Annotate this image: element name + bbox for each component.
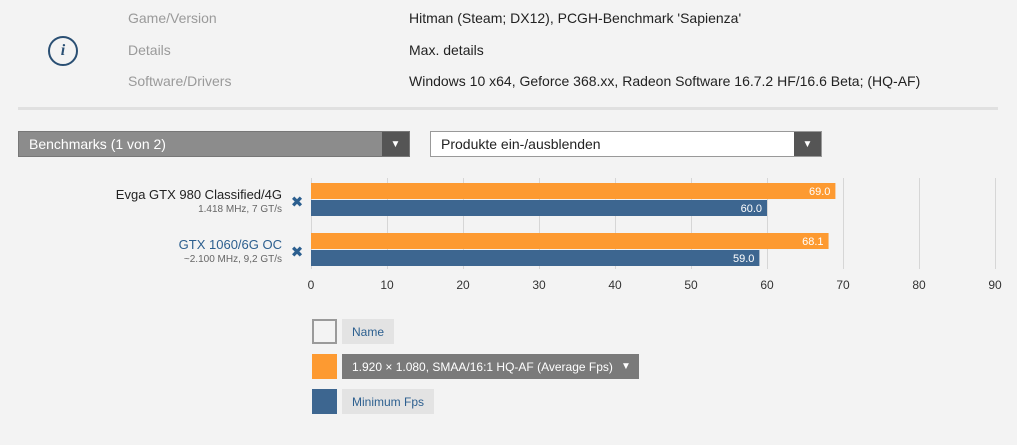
data-label: 60.0 [741, 203, 762, 215]
x-tick-label: 90 [988, 278, 1002, 292]
bar [311, 233, 829, 249]
info-value-game: Hitman (Steam; DX12), PCGH-Benchmark 'Sa… [409, 10, 742, 26]
bar [311, 200, 767, 216]
x-tick-label: 30 [532, 278, 546, 292]
x-tick-label: 10 [380, 278, 394, 292]
legend-average-swatch[interactable] [312, 354, 337, 379]
benchmarks-dropdown-label: Benchmarks (1 von 2) [29, 136, 166, 152]
product-name-0: Evga GTX 980 Classified/4G [115, 187, 282, 202]
chevron-down-icon[interactable]: ▼ [382, 132, 409, 156]
divider [18, 107, 998, 110]
x-tick-label: 60 [760, 278, 774, 292]
product-name-1[interactable]: GTX 1060/6G OC [178, 237, 282, 252]
remove-product-0-icon[interactable]: ✖ [290, 194, 304, 211]
chevron-down-icon[interactable]: ▼ [620, 361, 631, 372]
x-tick-label: 70 [836, 278, 850, 292]
x-tick-label: 50 [684, 278, 698, 292]
product-spec-1: ~2.100 MHz, 9,2 GT/s [183, 254, 282, 265]
products-dropdown[interactable]: Produkte ein-/ausblenden ▼ [430, 131, 822, 157]
data-label: 59.0 [733, 253, 754, 265]
x-tick-label: 80 [912, 278, 926, 292]
legend-minimum-button[interactable]: Minimum Fps [342, 389, 435, 414]
x-tick-label: 40 [608, 278, 622, 292]
legend-minimum-swatch[interactable] [312, 389, 337, 414]
info-label-details: Details [128, 42, 171, 58]
legend-average-dropdown[interactable]: 1.920 × 1.080, SMAA/16:1 HQ-AF (Average … [342, 354, 639, 379]
data-label: 69.0 [809, 186, 830, 198]
bar [311, 183, 836, 199]
bar [311, 250, 760, 266]
info-icon: i [48, 36, 78, 66]
legend-name-button[interactable]: Name [342, 319, 395, 344]
x-tick-label: 20 [456, 278, 470, 292]
legend-average-label: 1.920 × 1.080, SMAA/16:1 HQ-AF (Average … [352, 359, 613, 374]
info-label-software: Software/Drivers [128, 73, 232, 89]
info-label-game: Game/Version [128, 10, 217, 26]
info-value-software: Windows 10 x64, Geforce 368.xx, Radeon S… [409, 73, 921, 89]
bar-chart: 69.0 60.0 68.1 59.0 0 10 20 30 40 50 60 70 80 90 [308, 178, 1002, 292]
x-tick-label: 0 [308, 278, 315, 292]
benchmarks-dropdown[interactable]: Benchmarks (1 von 2) ▼ [18, 131, 410, 157]
remove-product-1-icon[interactable]: ✖ [290, 244, 304, 261]
data-label: 68.1 [802, 236, 823, 248]
products-dropdown-label: Produkte ein-/ausblenden [441, 136, 601, 152]
product-spec-0: 1.418 MHz, 7 GT/s [198, 204, 282, 215]
legend-minimum-label: Minimum Fps [352, 394, 425, 409]
legend-name-label: Name [352, 324, 385, 339]
legend-name-checkbox[interactable] [312, 319, 337, 344]
chevron-down-icon[interactable]: ▼ [794, 132, 821, 156]
info-value-details: Max. details [409, 42, 484, 58]
